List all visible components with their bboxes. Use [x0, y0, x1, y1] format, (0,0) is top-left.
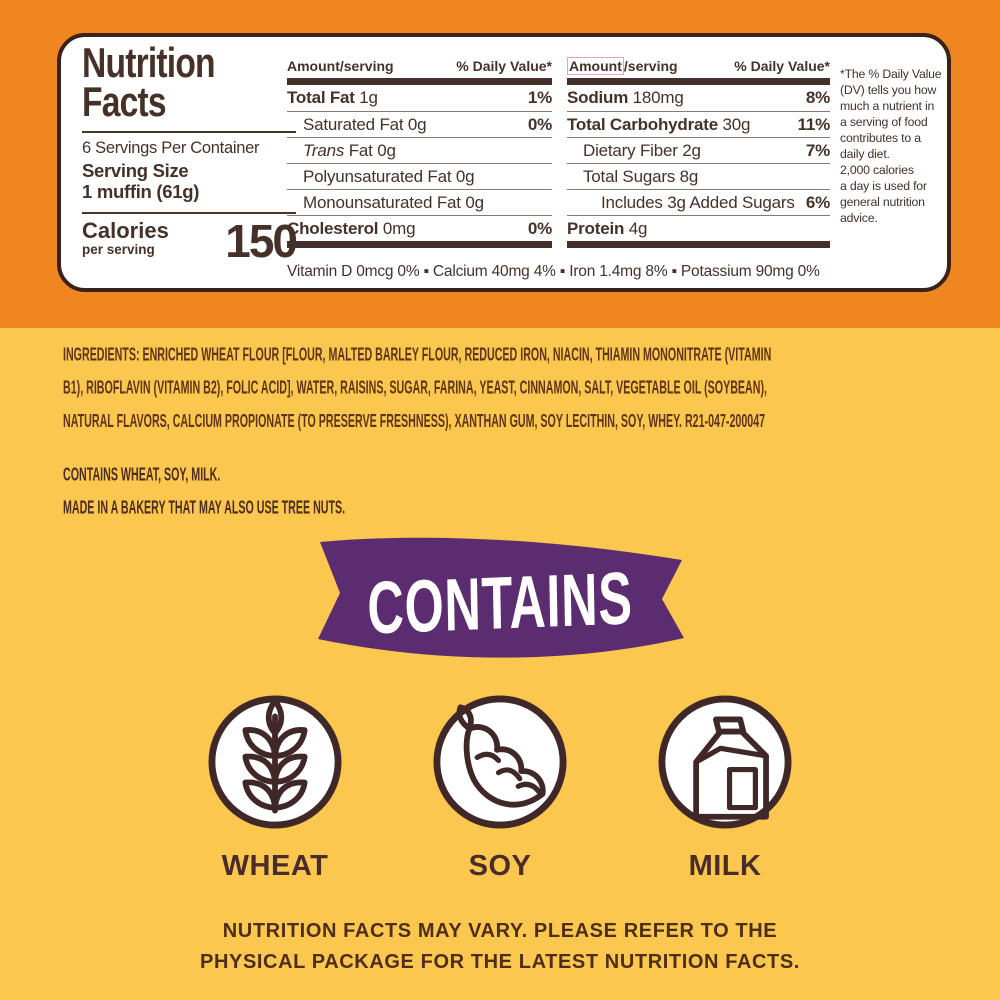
nutrient-name: Total Fat 1g — [287, 88, 378, 107]
nutrient-column-fats: Amount/serving % Daily Value* Total Fat … — [287, 58, 552, 248]
calories-label-block: Calories per serving — [82, 218, 169, 258]
allergen-card-wheat: WHEAT — [195, 686, 355, 883]
ingredients-statement: INGREDIENTS: ENRICHED WHEAT FLOUR [FLOUR… — [63, 338, 1000, 431]
allergen-card-milk: MILK — [645, 686, 805, 883]
nutrient-row: Monounsaturated Fat 0g — [287, 189, 552, 215]
yellow-bottom-band — [0, 328, 1000, 1000]
nutrient-name: Cholesterol 0mg — [287, 218, 416, 238]
nutrition-facts-panel: Nutrition Facts 6 Servings Per Container… — [57, 33, 951, 292]
nutrient-daily-value: 1% — [527, 88, 552, 107]
milk-carton-icon — [649, 686, 801, 838]
nutrient-name: Polyunsaturated Fat 0g — [303, 166, 475, 186]
nutrient-name: Saturated Fat 0g — [303, 114, 427, 134]
daily-value-footnote: *The % Daily Value (DV) tells you how mu… — [840, 67, 942, 225]
nutrient-daily-value: 6% — [805, 192, 830, 212]
nutrient-daily-value: 0% — [527, 114, 552, 134]
contains-banner: CONTAINS — [310, 536, 690, 670]
ingredients-text: INGREDIENTS: ENRICHED WHEAT FLOUR [FLOUR… — [63, 343, 772, 432]
highlighted-amount-text: Amount — [567, 57, 624, 75]
nutrient-name: Dietary Fiber 2g — [583, 140, 701, 160]
calories-label: Calories — [82, 218, 169, 243]
nutrient-row: Protein 4g — [567, 215, 830, 241]
amount-per-serving-header: Amount/serving — [287, 58, 394, 74]
nutrient-row: Total Fat 1g 1% — [287, 85, 552, 111]
nutrient-name: Total Carbohydrate 30g — [567, 114, 751, 134]
nutrient-name: Total Sugars 8g — [583, 166, 699, 186]
nutrient-column-carbs: Amount/serving % Daily Value* Sodium 180… — [567, 57, 830, 248]
soybean-icon — [424, 686, 576, 838]
nutrient-row: Cholesterol 0mg 0% — [287, 215, 552, 241]
daily-value-header: % Daily Value* — [734, 58, 830, 74]
wheat-icon — [199, 686, 351, 838]
nutrient-daily-value: 0% — [527, 218, 552, 238]
nutrient-row: Sodium 180mg 8% — [567, 85, 830, 111]
contains-banner-label: CONTAINS — [366, 556, 634, 650]
nutrient-name: Trans Fat 0g — [303, 140, 396, 160]
nutrient-name: Includes 3g Added Sugars — [601, 192, 795, 212]
nutrient-rows: Sodium 180mg 8% Total Carbohydrate 30g 11% D… — [567, 85, 830, 241]
nutrient-name: Sodium 180mg — [567, 88, 684, 107]
nutrient-daily-value: 7% — [805, 140, 830, 160]
allergen-text: CONTAINS WHEAT, SOY, MILK. MADE IN A BAK… — [63, 463, 346, 518]
ribbon-banner-shape — [318, 537, 684, 658]
nutrient-row: Includes 3g Added Sugars 6% — [567, 189, 830, 215]
servings-per-container: 6 Servings Per Container — [82, 139, 260, 157]
nutrient-row: Total Carbohydrate 30g 11% — [567, 111, 830, 137]
column-header: Amount/serving % Daily Value* — [567, 57, 830, 78]
nutrition-facts-title: Nutrition Facts — [82, 39, 216, 125]
amount-per-serving-header: Amount/serving — [567, 57, 678, 75]
nutrient-daily-value: 11% — [797, 114, 831, 134]
micronutrients-line: Vitamin D 0mcg 0% ▪ Calcium 40mg 4% ▪ Ir… — [287, 263, 820, 280]
calories-row: Calories per serving 150 — [82, 215, 298, 267]
nutrient-row: Dietary Fiber 2g 7% — [567, 137, 830, 163]
nutrient-row: Polyunsaturated Fat 0g — [287, 163, 552, 189]
nutrient-row: Total Sugars 8g — [567, 163, 830, 189]
nutrient-daily-value: 8% — [805, 88, 830, 107]
allergen-card-soy: SOY — [420, 686, 580, 883]
nutrient-name: Monounsaturated Fat 0g — [303, 192, 484, 212]
daily-value-header: % Daily Value* — [456, 58, 552, 74]
nutrient-rows: Total Fat 1g 1% Saturated Fat 0g 0% Trans Fa… — [287, 85, 552, 241]
amount-header-rest: /serving — [623, 58, 678, 74]
serving-size: Serving Size 1 muffin (61g) — [82, 160, 200, 202]
allergen-label-wheat: WHEAT — [221, 850, 329, 882]
allergen-statement: CONTAINS WHEAT, SOY, MILK. MADE IN A BAK… — [63, 458, 1000, 520]
nutrient-name: Protein 4g — [567, 218, 648, 238]
divider — [82, 212, 296, 214]
nutrient-row: Trans Fat 0g — [287, 137, 552, 163]
divider — [82, 131, 296, 133]
thick-rule — [287, 241, 552, 248]
calories-sublabel: per serving — [82, 242, 155, 257]
column-header: Amount/serving % Daily Value* — [287, 58, 552, 78]
thick-rule — [567, 241, 830, 248]
thick-rule — [287, 78, 552, 85]
allergen-label-milk: MILK — [688, 850, 762, 882]
allergen-label-soy: SOY — [468, 850, 532, 882]
thick-rule — [567, 78, 830, 85]
nutrition-disclaimer: NUTRITION FACTS MAY VARY. PLEASE REFER T… — [200, 920, 800, 973]
nutrient-row: Saturated Fat 0g 0% — [287, 111, 552, 137]
nutrition-facts-summary: Nutrition Facts 6 Servings Per Container… — [82, 39, 298, 267]
calories-value: 150 — [225, 215, 298, 267]
